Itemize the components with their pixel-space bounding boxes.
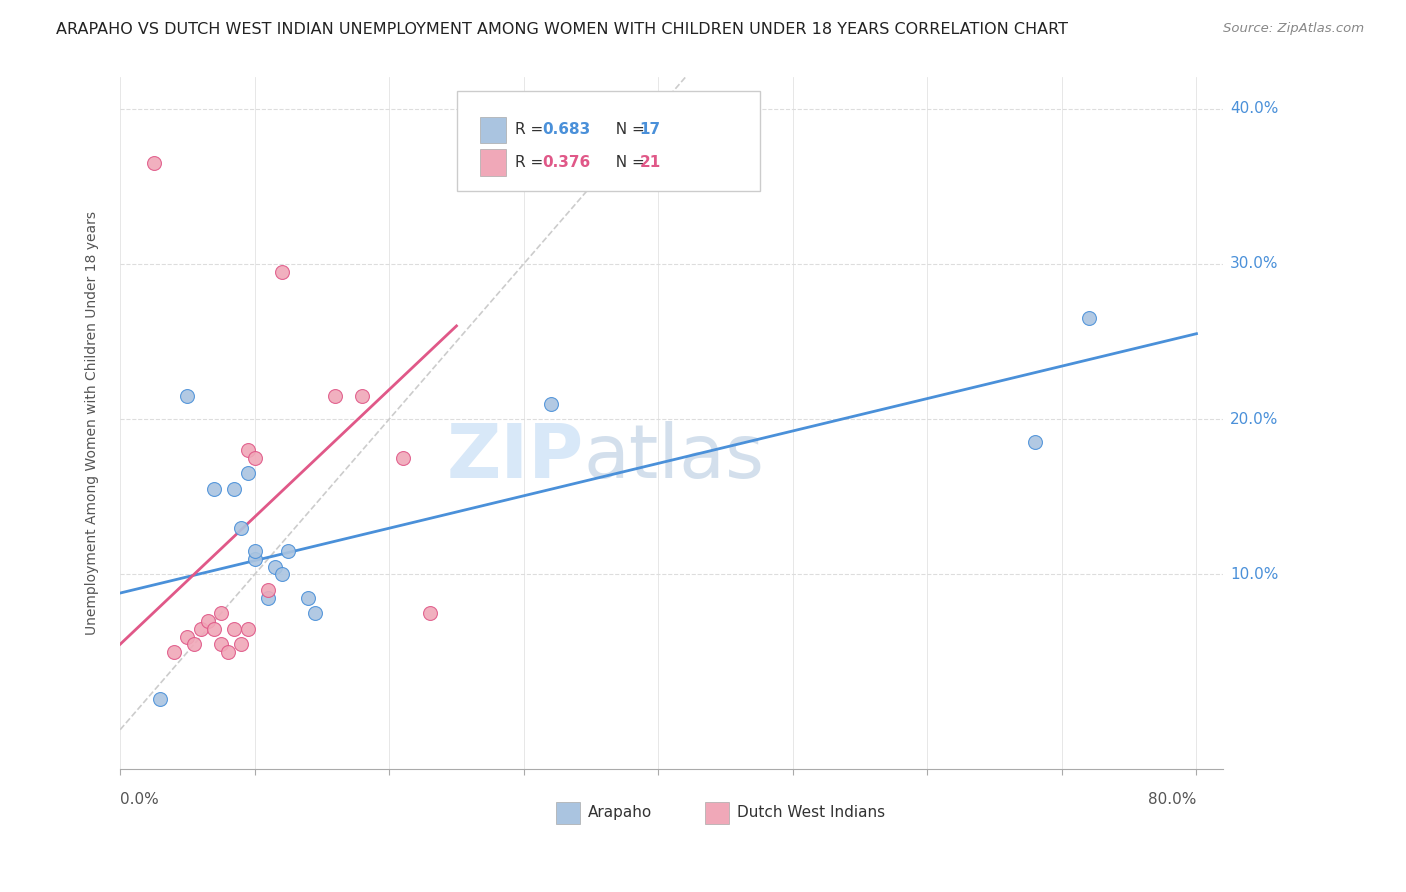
Point [176, 389, 198, 403]
Point [149, 691, 172, 706]
Point [540, 396, 562, 410]
Text: R =: R = [515, 122, 548, 137]
Point [297, 591, 319, 605]
Text: 40.0%: 40.0% [1230, 101, 1278, 116]
Point [231, 521, 253, 535]
Point [176, 630, 198, 644]
Point [243, 450, 266, 465]
Point [277, 544, 299, 558]
Text: 17: 17 [640, 122, 661, 137]
Text: N =: N = [606, 122, 650, 137]
Point [190, 622, 212, 636]
Text: atlas: atlas [583, 421, 765, 494]
Text: 10.0%: 10.0% [1230, 567, 1278, 582]
Text: 0.683: 0.683 [543, 122, 591, 137]
Point [243, 544, 266, 558]
Point [142, 156, 165, 170]
Point [391, 450, 413, 465]
Point [236, 467, 259, 481]
Text: 30.0%: 30.0% [1230, 256, 1278, 271]
Point [202, 622, 225, 636]
Point [1077, 311, 1099, 326]
Point [270, 264, 292, 278]
Text: N =: N = [606, 155, 650, 170]
Point [263, 559, 285, 574]
Point [304, 606, 326, 620]
Point [1024, 435, 1046, 450]
Text: 80.0%: 80.0% [1149, 792, 1197, 807]
Text: ZIP: ZIP [446, 421, 583, 494]
Point [236, 622, 259, 636]
Text: ARAPAHO VS DUTCH WEST INDIAN UNEMPLOYMENT AMONG WOMEN WITH CHILDREN UNDER 18 YEA: ARAPAHO VS DUTCH WEST INDIAN UNEMPLOYMEN… [56, 22, 1069, 37]
Text: Dutch West Indians: Dutch West Indians [737, 805, 884, 820]
Text: 0.376: 0.376 [543, 155, 591, 170]
Point [163, 645, 186, 659]
Point [197, 614, 219, 628]
Point [257, 591, 280, 605]
Point [209, 637, 232, 651]
Point [257, 582, 280, 597]
Point [231, 637, 253, 651]
Point [202, 482, 225, 496]
Point [217, 645, 239, 659]
Point [325, 389, 347, 403]
Text: R =: R = [515, 155, 548, 170]
Text: 21: 21 [640, 155, 661, 170]
Point [352, 389, 374, 403]
Bar [479, 117, 506, 143]
Point [243, 552, 266, 566]
Text: 0.0%: 0.0% [120, 792, 159, 807]
Bar [555, 802, 581, 824]
Y-axis label: Unemployment Among Women with Children Under 18 years: Unemployment Among Women with Children U… [86, 211, 100, 635]
Point [183, 637, 205, 651]
Point [209, 606, 232, 620]
Bar [704, 802, 730, 824]
Point [236, 443, 259, 458]
Bar [479, 149, 506, 176]
Text: 20.0%: 20.0% [1230, 411, 1278, 426]
Point [419, 606, 441, 620]
Point [224, 482, 246, 496]
Text: Source: ZipAtlas.com: Source: ZipAtlas.com [1223, 22, 1364, 36]
FancyBboxPatch shape [457, 91, 761, 192]
Point [270, 567, 292, 582]
Point [224, 622, 246, 636]
Text: Arapaho: Arapaho [588, 805, 652, 820]
